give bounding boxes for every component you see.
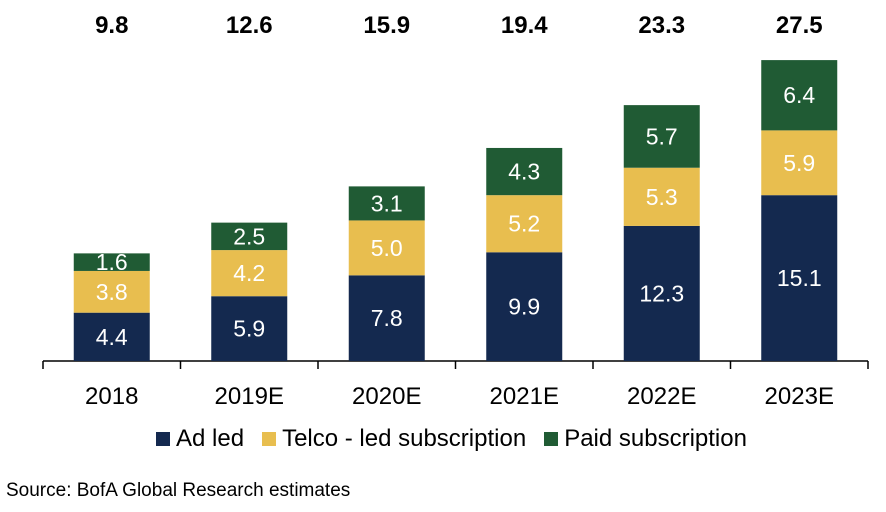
legend: Ad led Telco - led subscription Paid sub… (156, 425, 747, 453)
legend-item-telco-led-subscription: Telco - led subscription (262, 425, 526, 453)
x-tick-label: 2022E (627, 383, 696, 410)
segment-value-label: 3.1 (371, 190, 403, 216)
bar-segment (73, 312, 150, 361)
segment-value-label: 7.8 (371, 305, 403, 331)
segment-value-label: 5.3 (646, 184, 678, 210)
bar-segment (211, 296, 288, 361)
source-note: Source: BofA Global Research estimates (6, 480, 351, 501)
legend-swatch-paid-subscription (544, 432, 559, 446)
bar-segment (348, 275, 425, 361)
segment-value-label: 4.3 (508, 159, 540, 185)
segment-value-label: 5.7 (646, 123, 678, 149)
stacked-bar-chart: 4.4 3.8 1.6 9.8 2018 5.9 4.2 2.5 12.6 2019E 7.8 5.0… (42, 12, 869, 410)
bar-segment (761, 195, 838, 361)
segment-value-label: 2.5 (233, 223, 265, 249)
legend-label-paid-subscription: Paid subscription (564, 425, 747, 452)
segment-value-label: 1.6 (96, 249, 128, 275)
bar-segment (623, 225, 700, 361)
segment-value-label: 5.9 (783, 150, 815, 176)
segment-value-label: 5.2 (508, 211, 540, 237)
x-tick-label: 2023E (765, 383, 834, 410)
x-tick-label: 2019E (215, 383, 284, 410)
bar-segment (73, 270, 150, 313)
bar-segment (348, 186, 425, 221)
x-tick-label: 2020E (352, 383, 421, 410)
segment-value-label: 6.4 (783, 82, 815, 108)
bar-segment (623, 105, 700, 168)
segment-value-label: 15.1 (777, 265, 822, 291)
segment-value-label: 3.8 (96, 279, 128, 305)
legend-label-ad-led: Ad led (176, 425, 245, 452)
x-tick-label: 2021E (490, 383, 559, 410)
bar-segment (486, 252, 563, 361)
bar-segment (211, 222, 288, 251)
segment-value-label: 4.4 (96, 324, 128, 350)
total-value-label: 23.3 (638, 12, 685, 39)
legend-item-ad-led: Ad led (156, 425, 244, 453)
bar-segment (761, 60, 838, 131)
bar-segment (486, 195, 563, 253)
segment-value-label: 12.3 (639, 280, 684, 306)
bar-segment (486, 147, 563, 196)
segment-value-label: 5.9 (233, 316, 265, 342)
bar-segment (211, 250, 288, 297)
total-value-label: 9.8 (95, 12, 128, 39)
total-value-label: 19.4 (501, 12, 548, 39)
legend-label-telco-led-subscription: Telco - led subscription (282, 425, 527, 452)
legend-swatch-telco-led-subscription (262, 432, 277, 446)
total-value-label: 12.6 (226, 12, 273, 39)
bar-segment (623, 167, 700, 226)
total-value-label: 27.5 (776, 12, 823, 39)
bar-segment (348, 220, 425, 276)
bar-segment (73, 253, 150, 271)
segment-value-label: 9.9 (508, 294, 540, 320)
segment-value-label: 4.2 (233, 260, 265, 286)
bar-segment (761, 130, 838, 196)
x-tick-label: 2018 (85, 383, 138, 410)
legend-swatch-ad-led (156, 432, 170, 446)
segment-value-label: 5.0 (371, 235, 403, 261)
total-value-label: 15.9 (363, 12, 410, 39)
legend-item-paid-subscription: Paid subscription (544, 425, 747, 453)
